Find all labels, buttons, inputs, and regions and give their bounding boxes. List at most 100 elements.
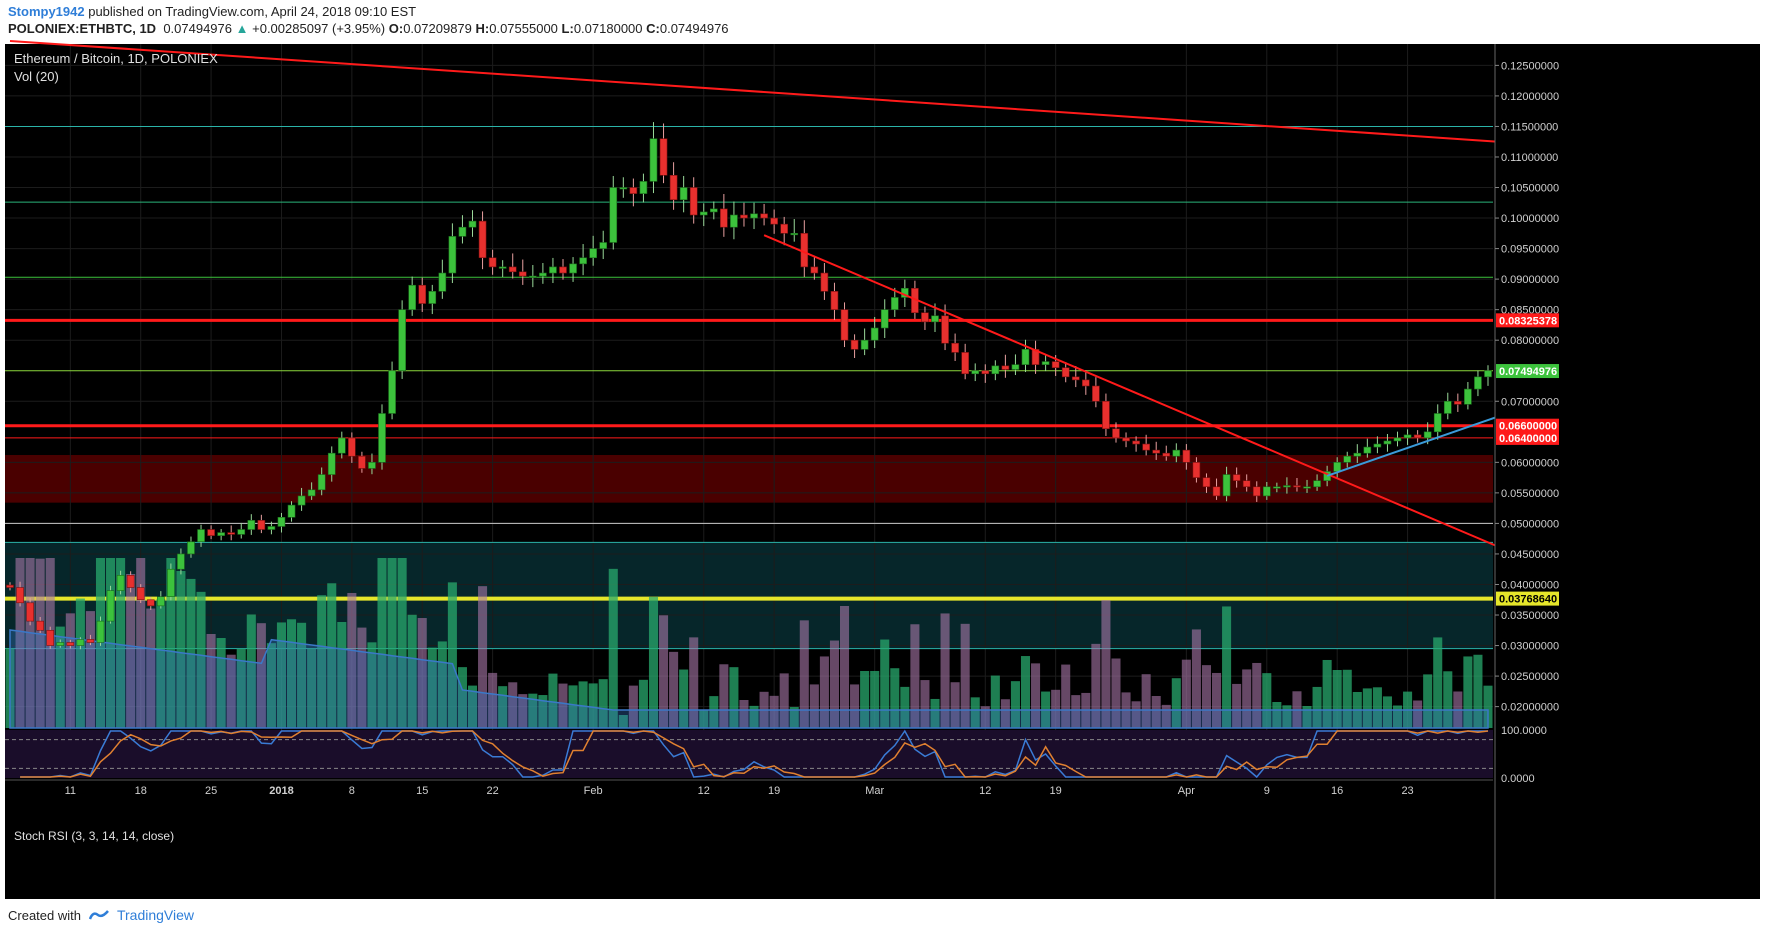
- volume-bar: [206, 634, 216, 728]
- candle-body: [1303, 486, 1311, 489]
- close-value: 0.07494976: [659, 21, 729, 36]
- candle-body: [478, 220, 487, 259]
- candle-body: [669, 175, 678, 201]
- volume-bar: [709, 696, 719, 728]
- candle-body: [529, 275, 537, 278]
- time-tick-label: 19: [768, 785, 780, 797]
- volume-bar: [779, 673, 789, 728]
- volume-bar: [970, 697, 980, 728]
- price-tick-label: 0.05500000: [1501, 488, 1559, 500]
- candle-body: [689, 187, 698, 216]
- candle-body: [207, 529, 215, 536]
- price-tick-label: 0.10000000: [1501, 213, 1559, 225]
- volume-bar: [960, 623, 970, 728]
- volume-bar: [467, 685, 478, 728]
- candle-body: [1051, 361, 1060, 368]
- volume-bar: [226, 654, 236, 728]
- price-tick-label: 0.09500000: [1501, 244, 1559, 256]
- open-label: O:: [388, 21, 404, 36]
- volume-bar: [950, 682, 960, 728]
- candle-body: [961, 352, 969, 375]
- price-axis-bg: [1495, 44, 1760, 899]
- candle-body: [1061, 367, 1070, 378]
- volume-bar: [266, 643, 276, 728]
- volume-bar: [447, 582, 457, 728]
- candle-body: [1132, 440, 1140, 445]
- tradingview-brand[interactable]: TradingView: [116, 907, 195, 923]
- candle-body: [1484, 370, 1492, 378]
- volume-bar: [1061, 664, 1071, 728]
- volume-bar: [337, 622, 347, 728]
- volume-bar: [679, 669, 689, 728]
- volume-bar: [729, 667, 739, 728]
- candle-body: [217, 532, 225, 536]
- price-change: +0.00285097 (+3.95%): [252, 21, 386, 36]
- candle-body: [860, 339, 869, 350]
- volume-bar: [75, 598, 85, 728]
- candle-body: [941, 315, 949, 344]
- publish-info: Stompy1942 published on TradingView.com,…: [8, 3, 416, 20]
- volume-bar: [1161, 704, 1171, 728]
- volume-bar: [839, 606, 850, 728]
- volume-bar: [236, 648, 246, 728]
- candle-body: [488, 257, 497, 268]
- volume-bar: [1473, 654, 1483, 728]
- candle-body: [167, 568, 175, 597]
- price-tick-label: 0.08000000: [1501, 335, 1559, 347]
- candle-body: [931, 315, 939, 323]
- volume-bar: [1131, 701, 1141, 728]
- candle-body: [699, 211, 708, 216]
- candle-body: [96, 620, 105, 643]
- volume-bar: [377, 558, 387, 728]
- volume-bar: [1000, 699, 1010, 728]
- volume-bar: [669, 651, 679, 728]
- volume-bar: [327, 583, 337, 728]
- candle-body: [1373, 443, 1382, 448]
- candle-body: [317, 474, 326, 491]
- candle-body: [1313, 480, 1321, 488]
- volume-bar: [1483, 685, 1493, 728]
- volume-bar: [1433, 637, 1443, 728]
- candle-body: [1192, 462, 1201, 478]
- candle-body: [1443, 400, 1452, 414]
- volume-bar: [1222, 606, 1232, 728]
- price-tick-label: 0.03000000: [1501, 641, 1559, 653]
- candle-body: [368, 462, 376, 469]
- candle-body: [46, 629, 55, 646]
- time-tick-label: Feb: [584, 785, 603, 797]
- author-link[interactable]: Stompy1942: [8, 4, 85, 19]
- volume-bar: [1282, 705, 1292, 728]
- candle-body: [880, 309, 889, 329]
- candle-body: [86, 639, 95, 643]
- candle-body: [227, 532, 236, 535]
- volume-bar: [166, 558, 176, 728]
- close-label: C:: [646, 21, 660, 36]
- volume-bar: [216, 638, 226, 728]
- quote-line: POLONIEX:ETHBTC, 1D 0.07494976 ▲ +0.0028…: [8, 20, 729, 37]
- volume-bar: [1031, 663, 1041, 728]
- candle-body: [518, 271, 527, 277]
- volume-bar: [1151, 695, 1161, 728]
- footer: Created with TradingView: [8, 907, 194, 923]
- candle-body: [257, 520, 266, 530]
- volume-bar: [1443, 671, 1453, 728]
- candle-body: [1333, 462, 1342, 472]
- volume-bar: [920, 680, 930, 728]
- time-tick-label: 19: [1050, 785, 1062, 797]
- candle-body: [770, 217, 778, 225]
- candle-body: [981, 370, 990, 375]
- volume-bar: [286, 619, 297, 728]
- zone-band-1: [5, 542, 1493, 649]
- time-tick-label: Mar: [865, 785, 884, 797]
- candle-body: [1232, 474, 1241, 481]
- candle-body: [237, 529, 246, 535]
- price-tick-label: 0.06000000: [1501, 457, 1559, 469]
- volume-bar: [900, 686, 910, 728]
- price-level-tag: [1496, 430, 1559, 445]
- candle-body: [679, 187, 688, 201]
- candle-body: [1152, 449, 1161, 454]
- trendline-1: [763, 234, 1499, 548]
- candle-body: [106, 590, 115, 622]
- candle-body: [1041, 361, 1050, 365]
